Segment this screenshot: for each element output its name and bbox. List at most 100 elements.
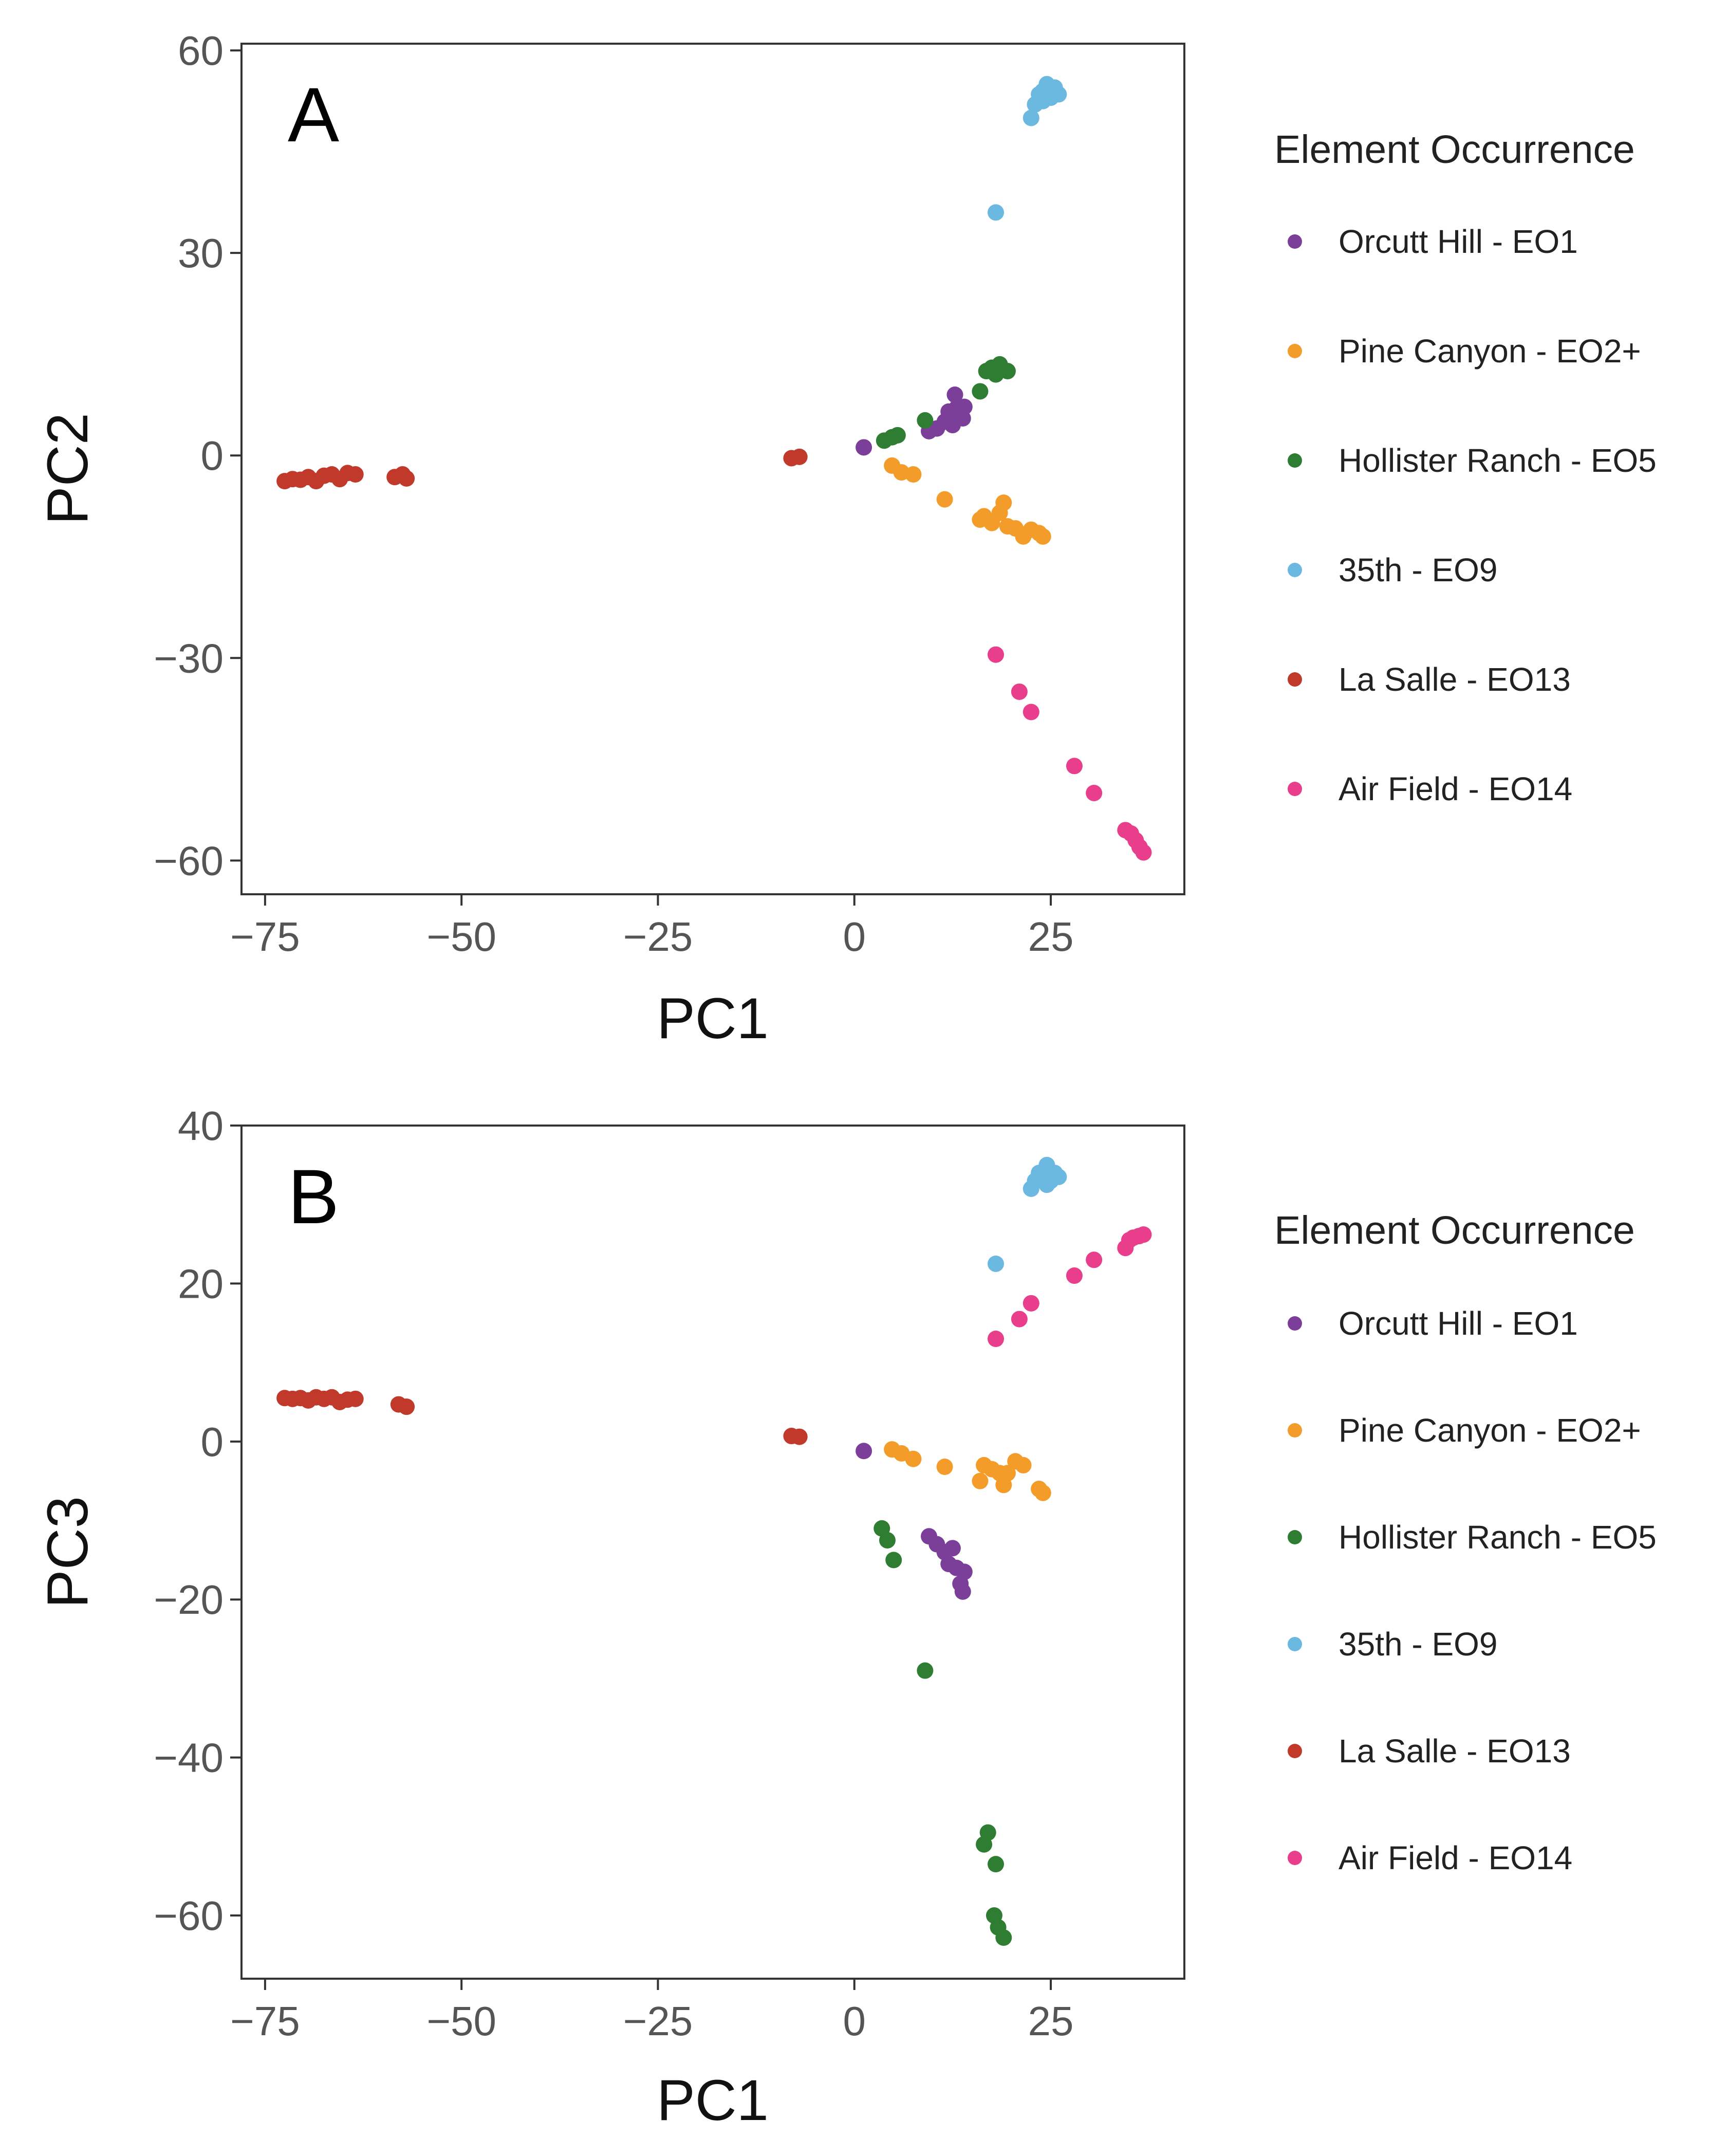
y-axis-title: PC2 [35,413,100,525]
x-tick-label: −25 [623,1998,693,2044]
data-point [1086,784,1103,801]
legend-swatch [1288,453,1302,468]
data-point [936,491,953,508]
x-tick-label: −75 [230,914,300,960]
x-axis-title: PC1 [657,986,769,1051]
data-point [1135,1226,1152,1243]
data-point [956,1563,973,1580]
y-ticks: 40 20 0 −20 −40 −60 [154,1103,241,1939]
x-ticks: −75 −50 −25 0 25 [230,894,1074,960]
data-point [398,1398,415,1415]
data-point [905,466,922,483]
data-point [1034,82,1051,99]
data-point [889,427,906,444]
legend-label: 35th - EO9 [1339,1626,1498,1663]
y-ticks: 60 30 0 −30 −60 [154,28,241,883]
panel-label: A [288,71,339,158]
legend-swatch [1288,1316,1302,1331]
scatter-points [276,76,1152,861]
data-point [954,1583,971,1600]
y-tick-label: −60 [154,1893,224,1939]
data-point [1023,1295,1039,1312]
data-point [347,1390,364,1407]
data-point [988,1255,1004,1272]
x-tick-label: −50 [426,1998,496,2044]
data-point [972,383,989,400]
legend-swatch [1288,1851,1302,1865]
data-point [791,1428,808,1445]
x-tick-label: 25 [1028,1998,1074,2044]
legend-label: Pine Canyon - EO2+ [1339,1412,1641,1449]
x-tick-label: 0 [843,914,866,960]
legend-swatch [1288,782,1302,796]
data-point [1015,1457,1032,1473]
legend-swatch [1288,1423,1302,1438]
legend: Orcutt Hill - EO1 Pine Canyon - EO2+ Holli… [1288,223,1657,807]
y-tick-label: −30 [154,635,224,681]
scatter-points [276,1156,1152,1946]
panel-a: 60 30 0 −30 −60 −75 −50 −25 0 25 A PC1 PC2 Eleme… [35,28,1657,1051]
panel-label: B [288,1153,339,1240]
legend-label: Hollister Ranch - EO5 [1339,442,1657,479]
data-point [398,470,415,487]
data-point [905,1450,922,1467]
plot-frame [240,1125,1185,1980]
data-point [1023,704,1039,721]
y-tick-label: −40 [154,1735,224,1781]
legend-label: Hollister Ranch - EO5 [1339,1519,1657,1556]
data-point [999,1465,1016,1482]
legend-swatch [1288,234,1302,249]
data-point [1050,86,1067,103]
data-point [1050,1168,1067,1185]
data-point [1011,1311,1028,1328]
data-point [988,646,1004,663]
legend-label: La Salle - EO13 [1339,1733,1571,1770]
legend-label: Air Field - EO14 [1339,1839,1572,1876]
legend-label: Air Field - EO14 [1339,770,1572,807]
data-point [995,1929,1012,1946]
x-tick-label: −75 [230,1998,300,2044]
y-tick-label: 0 [201,433,224,478]
y-tick-label: 30 [178,230,224,276]
data-point [1086,1251,1103,1268]
data-point [988,1331,1004,1347]
y-axis-title: PC3 [35,1496,100,1608]
legend: Orcutt Hill - EO1 Pine Canyon - EO2+ Holli… [1288,1305,1657,1876]
x-tick-label: −25 [623,914,693,960]
data-point [999,363,1016,380]
data-point [1034,528,1051,545]
legend-label: La Salle - EO13 [1339,661,1571,698]
plot-frame [240,43,1185,895]
data-point [954,410,971,427]
data-point [988,1856,1004,1873]
data-point [1135,844,1152,861]
data-point [885,1552,902,1569]
x-axis-title: PC1 [657,2068,769,2132]
data-point [879,1532,896,1549]
legend-swatch [1288,672,1302,687]
legend-swatch [1288,344,1302,358]
legend-label: Pine Canyon - EO2+ [1339,333,1641,370]
legend-title: Element Occurrence [1274,1208,1635,1252]
data-point [347,466,364,483]
data-point [944,1540,961,1557]
x-tick-label: 0 [843,1998,866,2044]
data-point [979,1824,996,1841]
data-point [995,494,1012,511]
data-point [1023,109,1039,126]
y-tick-label: −60 [154,838,224,883]
legend-swatch [1288,1637,1302,1651]
data-point [791,448,808,465]
y-tick-label: 60 [178,28,224,73]
legend-swatch [1288,1530,1302,1544]
x-tick-label: 25 [1028,914,1074,960]
y-tick-label: 20 [178,1261,224,1306]
data-point [1011,683,1028,700]
x-ticks: −75 −50 −25 0 25 [230,1979,1074,2044]
data-point [946,386,963,403]
data-point [936,1459,953,1475]
legend-label: Orcutt Hill - EO1 [1339,1305,1578,1342]
legend-swatch [1288,563,1302,577]
data-point [856,1443,872,1460]
